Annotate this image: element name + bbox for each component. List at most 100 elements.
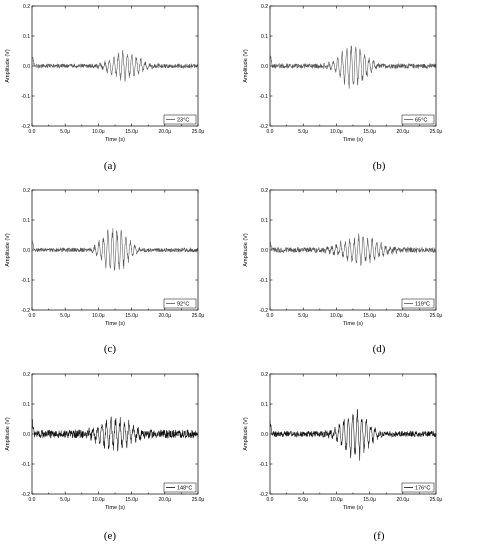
chart-panel-e: 0.0 5.0μ 10.0μ 15.0μ 20.0μ 25.0μ 0.2 0.1 0.0 -0.1… [5,372,205,511]
x-tick-label: 5.0μ [298,129,308,135]
x-tick-label: 20.0μ [158,497,171,503]
caption-b: (b) [372,160,386,172]
y-tick-label: -0.1 [21,94,30,100]
y-tick-label: 0.2 [23,4,30,10]
y-tick-label: 0.0 [23,64,30,70]
x-axis-title: Time (s) [105,505,125,511]
y-tick-label: -0.2 [21,308,30,314]
x-tick-label: 5.0μ [298,313,308,319]
legend-box [163,298,197,309]
x-tick-label: 10.0μ [92,497,105,503]
y-axis-title: Amplitude (V) [243,417,249,450]
y-axis-title: Amplitude (V) [5,233,11,266]
legend-box [401,482,435,493]
legend-label: 119°C [415,302,430,308]
x-tick-label: 10.0μ [92,129,105,135]
x-tick-label: 20.0μ [396,313,409,319]
x-tick-label: 0.0 [29,129,36,135]
series-line [269,408,437,461]
series-line [269,45,437,89]
x-tick-label: 15.0μ [125,497,138,503]
y-tick-label: -0.2 [259,308,268,314]
series-line [269,233,437,266]
y-axis-title: Amplitude (V) [5,417,11,450]
y-tick-label: 0.1 [23,402,30,408]
y-tick-label: -0.1 [259,94,268,100]
y-tick-label: 0.0 [23,432,30,438]
y-tick-label: -0.2 [259,492,268,498]
x-tick-label: 0.0 [29,497,36,503]
legend-box [163,114,197,125]
legend-label: 23°C [177,118,189,124]
x-axis-title: Time (s) [105,137,125,143]
series-line [31,50,199,82]
y-tick-label: 0.0 [261,248,268,254]
x-tick-label: 20.0μ [396,497,409,503]
legend-box [401,298,435,309]
caption-a: (a) [103,160,117,172]
y-tick-label: 0.2 [261,4,268,10]
chart-panel-a: 0.0 5.0μ 10.0μ 15.0μ 20.0μ 25.0μ 0.2 0.1 0.0 -0.1… [5,4,204,143]
y-axis-title: Amplitude (V) [243,49,249,82]
caption-f: (f) [373,530,385,542]
x-tick-label: 10.0μ [330,129,343,135]
x-tick-label: 0.0 [267,129,274,135]
x-axis-title: Time (s) [343,321,363,327]
x-tick-label: 25.0μ [430,129,443,135]
legend-label: 148°C [177,486,192,492]
x-tick-label: 15.0μ [125,313,138,319]
caption-d: (d) [372,343,386,355]
x-tick-label: 5.0μ [60,313,70,319]
chart-panel-b: 0.0 5.0μ 10.0μ 15.0μ 20.0μ 25.0μ 0.2 0.1 0.0 -0.1… [243,4,443,143]
y-tick-label: -0.2 [259,124,268,130]
x-tick-label: 10.0μ [330,497,343,503]
y-tick-label: 0.1 [23,34,30,40]
y-tick-label: -0.1 [259,462,268,468]
y-tick-label: 0.2 [261,188,268,194]
legend-label: 92°C [177,302,189,308]
legend-label: 176°C [415,486,430,492]
x-tick-label: 25.0μ [430,313,443,319]
series-line [31,228,199,272]
x-tick-label: 0.0 [267,497,274,503]
x-tick-label: 25.0μ [430,497,443,503]
x-tick-label: 15.0μ [363,313,376,319]
caption-c: (c) [103,343,117,355]
y-axis-title: Amplitude (V) [5,49,11,82]
y-tick-label: 0.1 [261,218,268,224]
x-tick-label: 5.0μ [60,497,70,503]
x-tick-label: 0.0 [267,313,274,319]
legend-box [163,482,197,493]
chart-panel-f: 0.0 5.0μ 10.0μ 15.0μ 20.0μ 25.0μ 0.2 0.1 0.0 -0.1… [243,372,443,511]
x-tick-label: 25.0μ [192,497,205,503]
x-tick-label: 20.0μ [158,313,171,319]
series-line [31,416,199,452]
x-tick-label: 20.0μ [396,129,409,135]
caption-e: (e) [103,530,117,542]
x-axis-title: Time (s) [343,505,363,511]
y-tick-label: 0.2 [261,372,268,378]
plot-frame [269,5,437,127]
y-tick-label: 0.1 [261,402,268,408]
y-tick-label: 0.1 [261,34,268,40]
x-tick-label: 15.0μ [125,129,138,135]
x-tick-label: 5.0μ [298,497,308,503]
x-tick-label: 5.0μ [60,129,70,135]
y-tick-label: -0.1 [259,278,268,284]
legend-label: 65°C [415,118,427,124]
y-axis-title: Amplitude (V) [243,233,249,266]
chart-panel-d: 0.0 5.0μ 10.0μ 15.0μ 20.0μ 25.0μ 0.2 0.1 0.0 -0.1… [243,188,443,327]
y-tick-label: 0.1 [23,218,30,224]
x-tick-label: 20.0μ [158,129,171,135]
x-tick-label: 15.0μ [363,129,376,135]
x-axis-title: Time (s) [343,137,363,143]
chart-panel-c: 0.0 5.0μ 10.0μ 15.0μ 20.0μ 25.0μ 0.2 0.1 0.0 -0.1… [5,188,204,327]
x-tick-label: 10.0μ [92,313,105,319]
x-tick-label: 0.0 [29,313,36,319]
x-tick-label: 10.0μ [330,313,343,319]
y-tick-label: -0.2 [21,124,30,130]
legend-box [401,114,435,125]
y-tick-label: -0.1 [21,278,30,284]
y-tick-label: 0.2 [23,372,30,378]
